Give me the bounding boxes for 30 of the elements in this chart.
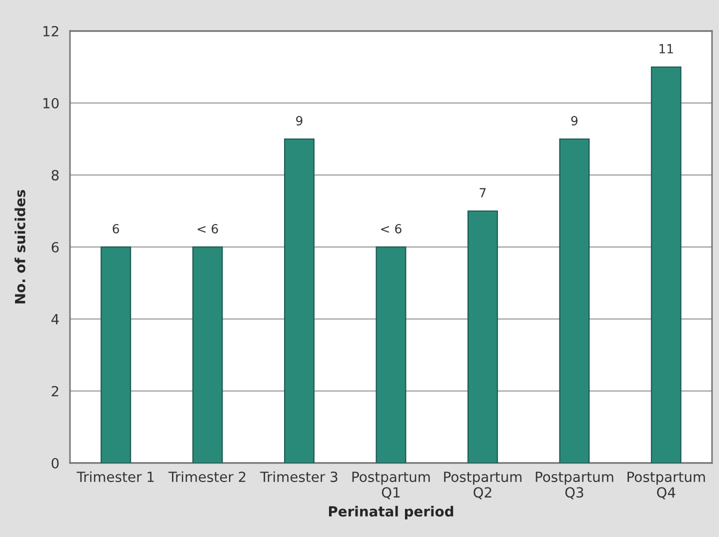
x-tick-label: Postpartum Q4 [628, 472, 705, 500]
data-label: 7 [480, 188, 486, 198]
data-label: < 6 [381, 224, 402, 234]
y-tick-label: 6 [52, 242, 59, 252]
y-tick-label: 2 [52, 386, 58, 396]
data-label: 9 [571, 116, 578, 126]
bar [376, 246, 406, 463]
data-label: 11 [660, 44, 673, 54]
y-tick-label: 0 [52, 458, 59, 468]
x-tick-label: Postpartum Q2 [444, 472, 522, 500]
x-tick-label: Trimester 2 [168, 471, 246, 482]
y-tick-label: 8 [52, 170, 59, 180]
x-tick-label: Postpartum Q3 [536, 472, 614, 500]
y-tick-label: 4 [51, 314, 59, 324]
y-axis-title: No. of suicides [14, 190, 26, 304]
data-label: 6 [112, 224, 120, 234]
x-tick-label: Trimester 1 [76, 471, 154, 482]
data-label: < 6 [198, 224, 218, 234]
x-axis-title: Perinatal period [329, 506, 454, 520]
bar [192, 246, 223, 463]
x-tick-label: Trimester 3 [260, 471, 338, 482]
bar [467, 210, 498, 463]
x-tick-label: Postpartum Q1 [352, 472, 430, 500]
bar [650, 66, 682, 463]
bar [100, 246, 132, 463]
bar [284, 138, 315, 463]
y-tick-label: 10 [43, 98, 59, 108]
data-label: 9 [296, 116, 302, 126]
bar [559, 138, 590, 463]
y-tick-label: 12 [43, 26, 58, 36]
